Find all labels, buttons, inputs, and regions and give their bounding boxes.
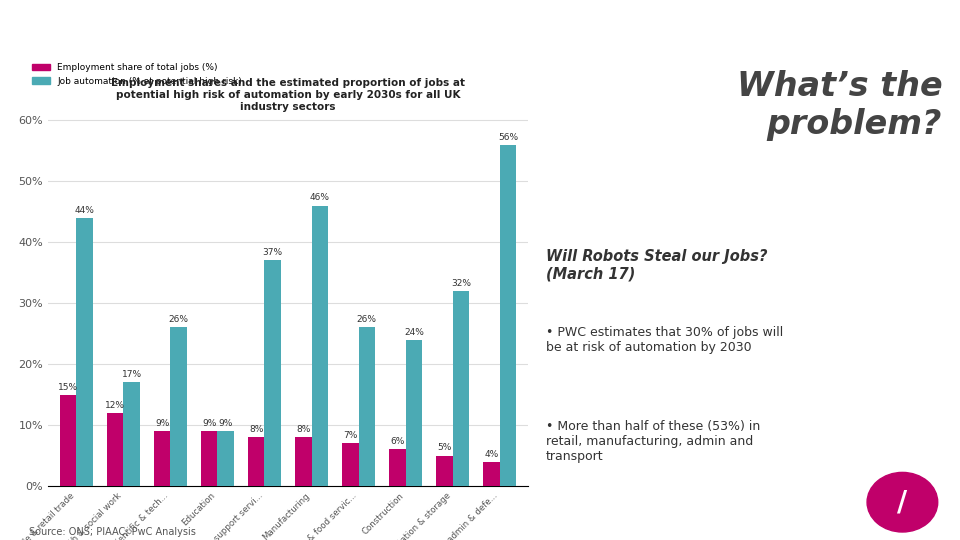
Text: 9%: 9% <box>202 419 216 428</box>
Bar <box>453 291 469 486</box>
Text: Will Robots Steal our Jobs?
(March 17): Will Robots Steal our Jobs? (March 17) <box>546 249 767 282</box>
Bar <box>436 456 453 486</box>
Text: • More than half of these (53%) in
retail, manufacturing, admin and
transport: • More than half of these (53%) in retai… <box>546 420 760 463</box>
Text: 9%: 9% <box>219 419 233 428</box>
Text: 26%: 26% <box>357 315 377 325</box>
Text: 4%: 4% <box>485 450 498 458</box>
Legend: Employment share of total jobs (%), Job automation (% at potential high risk): Employment share of total jobs (%), Job … <box>29 59 246 89</box>
Text: 15%: 15% <box>58 382 78 392</box>
Text: 44%: 44% <box>75 206 94 215</box>
Bar <box>201 431 217 486</box>
Bar <box>248 437 264 486</box>
Text: /: / <box>898 488 907 516</box>
Text: 26%: 26% <box>169 315 188 325</box>
Text: 24%: 24% <box>404 328 423 336</box>
Text: 8%: 8% <box>249 425 263 434</box>
Bar <box>406 340 422 486</box>
Bar <box>295 437 312 486</box>
Circle shape <box>867 472 938 532</box>
Bar <box>264 260 281 486</box>
Text: 5%: 5% <box>438 443 451 453</box>
Text: 17%: 17% <box>122 370 141 379</box>
Text: 6%: 6% <box>390 437 404 447</box>
Bar <box>500 145 516 486</box>
Bar <box>123 382 140 486</box>
Text: Employment shares and the estimated proportion of jobs at
potential high risk of: Employment shares and the estimated prop… <box>111 78 465 111</box>
Text: 32%: 32% <box>451 279 471 288</box>
Bar <box>217 431 234 486</box>
Text: 7%: 7% <box>343 431 357 440</box>
Bar <box>359 327 375 486</box>
Text: 56%: 56% <box>498 132 518 141</box>
Text: 8%: 8% <box>296 425 310 434</box>
Text: 9%: 9% <box>155 419 169 428</box>
Text: TR∕JECTORY: TR∕JECTORY <box>19 23 167 47</box>
Text: What’s the
problem?: What’s the problem? <box>736 70 942 141</box>
Bar <box>389 449 406 486</box>
Text: 12%: 12% <box>105 401 125 410</box>
Bar <box>107 413 123 486</box>
Bar <box>154 431 170 486</box>
Bar <box>483 462 500 486</box>
Bar <box>342 443 359 486</box>
Bar <box>76 218 93 486</box>
Text: Source: ONS; PIAAC; PwC Analysis: Source: ONS; PIAAC; PwC Analysis <box>29 526 196 537</box>
Bar <box>312 206 328 486</box>
Text: 46%: 46% <box>310 193 330 202</box>
Text: • PWC estimates that 30% of jobs will
be at risk of automation by 2030: • PWC estimates that 30% of jobs will be… <box>546 326 783 354</box>
Text: 37%: 37% <box>263 248 283 258</box>
Bar <box>170 327 187 486</box>
Bar <box>60 395 76 486</box>
